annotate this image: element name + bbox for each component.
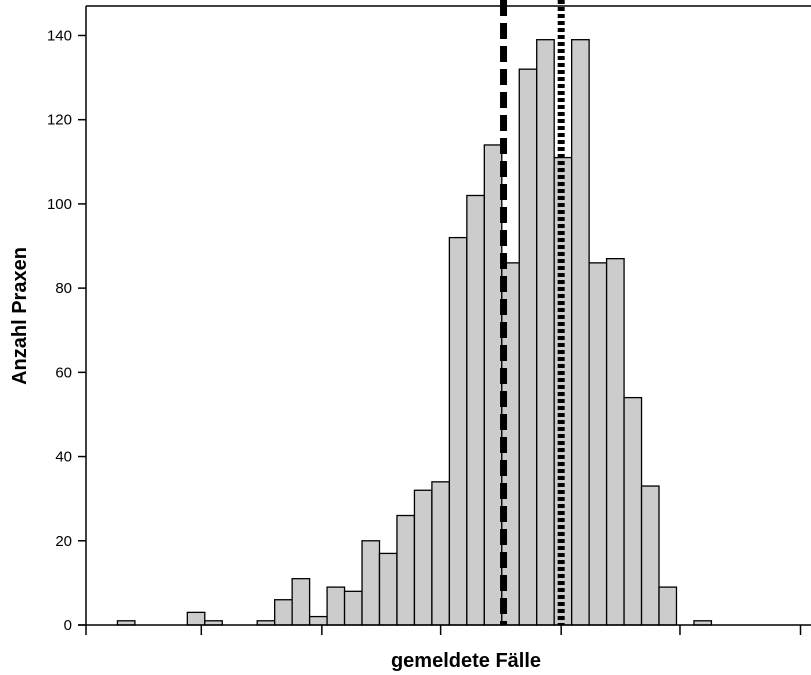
y-axis-label: Anzahl Praxen (9, 247, 31, 385)
bar-15 (378, 552, 398, 626)
y-tick-label: 40 (55, 449, 72, 466)
bar-13 (343, 590, 363, 626)
bar-12 (326, 586, 346, 626)
bar-20 (466, 194, 485, 626)
bar-11 (308, 615, 328, 626)
bar-30 (640, 485, 660, 626)
bars-group (116, 39, 713, 626)
bar-24 (536, 39, 555, 626)
bar-14 (361, 540, 381, 626)
y-tick-label: 100 (47, 196, 72, 213)
axes-group (78, 5, 811, 626)
bar-31 (658, 586, 678, 626)
y-ticks-group: 0 20 40 60 80 100 120 140 (47, 27, 86, 634)
y-tick-label: 20 (55, 533, 72, 550)
y-tick-label: 60 (55, 364, 72, 381)
bar-16 (396, 514, 416, 626)
bar-27 (588, 262, 608, 626)
bar-23 (518, 68, 538, 626)
bar-28 (605, 258, 625, 626)
y-tick-label: 140 (47, 27, 72, 44)
x-axis-label: gemeldete Fälle (391, 650, 541, 672)
bar-17 (413, 489, 433, 626)
bar-21 (483, 144, 503, 626)
bar-19 (448, 236, 468, 626)
reference-lines-group (500, 0, 565, 625)
bar-26 (571, 39, 590, 626)
bar-18 (431, 481, 451, 626)
x-ticks-group (85, 625, 802, 635)
y-tick-label: 80 (55, 280, 72, 297)
y-tick-label: 120 (47, 112, 72, 129)
bar-4 (186, 611, 206, 626)
bar-29 (623, 396, 643, 626)
bar-9 (274, 599, 293, 626)
y-tick-label: 0 (64, 617, 72, 634)
bar-10 (291, 578, 311, 626)
